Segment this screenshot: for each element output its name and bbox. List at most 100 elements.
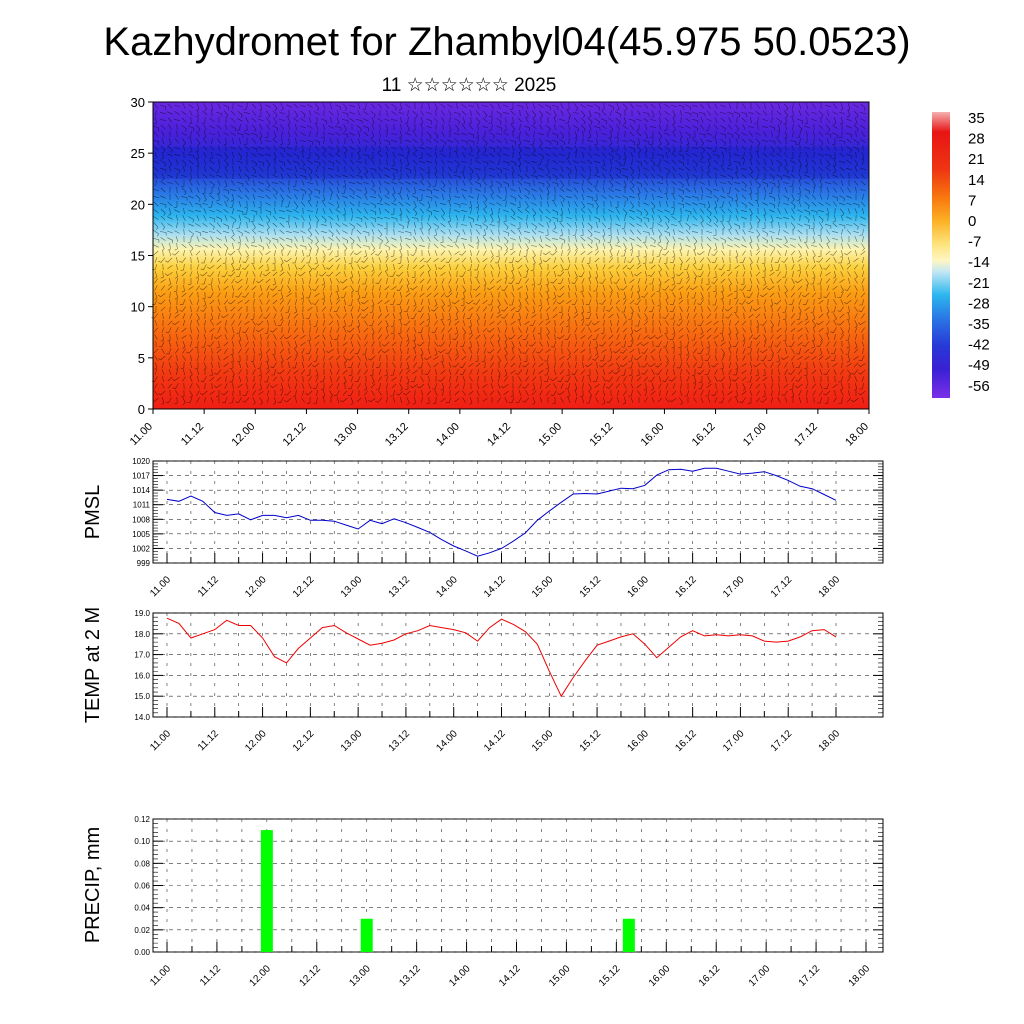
- pmsl-panel: 999 1002 1005 1008 1011 1014 1017 1020 11.00 11.1…: [82, 457, 884, 600]
- y-tick-label: 15: [131, 249, 145, 264]
- x-tick-label: 11.00: [148, 728, 173, 753]
- colorbar-label: -49: [968, 357, 990, 374]
- x-tick-label: 14.12: [485, 421, 513, 449]
- x-tick-label: 17.00: [747, 963, 773, 989]
- x-tick-label: 13.12: [387, 728, 413, 754]
- y-tick-label: 1017: [132, 472, 150, 481]
- y-tick-label: 18.0: [134, 630, 150, 639]
- x-tick-label: 17.12: [769, 728, 795, 754]
- plot-frame: [152, 460, 884, 564]
- x-tick-label: 13.00: [339, 574, 365, 600]
- x-tick-label: 17.12: [797, 963, 823, 989]
- x-tick-label: 15.00: [530, 728, 556, 754]
- y-tick-label: 20: [131, 197, 145, 212]
- x-tick-label: 16.12: [690, 421, 718, 449]
- x-tick-label: 12.00: [243, 574, 269, 600]
- y-tick-label: 1002: [132, 544, 150, 553]
- colorbar-label: -14: [968, 254, 990, 271]
- y-tick-label: 0.08: [134, 859, 150, 868]
- y-tick-label: 0.12: [134, 815, 150, 824]
- x-tick-label: 13.12: [397, 963, 423, 989]
- y-tick-label: 5: [138, 351, 145, 366]
- y-tick-label: 1011: [133, 501, 151, 510]
- x-tick-label: 12.12: [291, 574, 317, 600]
- chart-title: Kazhydromet for Zhambyl04(45.975 50.0523…: [103, 20, 910, 64]
- x-tick-label: 11.00: [148, 963, 173, 988]
- y-tick-label: 14.0: [134, 713, 150, 722]
- x-tick-label: 18.00: [817, 574, 843, 600]
- x-tick-label: 11.00: [148, 574, 173, 599]
- x-tick-label: 14.12: [482, 574, 508, 600]
- x-tick-label: 11.12: [198, 963, 223, 988]
- y-tick-label: 0: [138, 402, 145, 417]
- x-tick-label: 15.00: [530, 574, 556, 600]
- colorbar-scale: [932, 112, 950, 398]
- x-tick-label: 18.00: [817, 728, 843, 754]
- x-tick-label: 15.00: [536, 421, 564, 449]
- y-tick-label: 1014: [132, 486, 150, 495]
- series-line: [166, 467, 837, 557]
- y-tick-label: 1005: [132, 530, 150, 539]
- vertical-grid: [166, 613, 837, 717]
- x-tick-label: 15.12: [578, 574, 604, 600]
- x-tick-label: 17.00: [721, 574, 747, 600]
- x-tick-label: 15.12: [578, 728, 604, 754]
- colorbar-label: -42: [968, 337, 990, 354]
- x-tick-label: 16.12: [673, 728, 699, 754]
- y-tick-label: 10: [131, 300, 145, 315]
- x-tick-label: 18.00: [843, 421, 871, 449]
- precipitation-panel: 0.00 0.02 0.04 0.06 0.08 0.10 0.12 11.00 11.12 12…: [82, 815, 884, 989]
- colorbar-label: 14: [968, 172, 985, 189]
- y-tick-label: 0.10: [134, 837, 150, 846]
- x-tick-label: 11.12: [196, 728, 221, 753]
- x-tick-label: 13.12: [387, 574, 413, 600]
- x-tick-label: 17.12: [769, 574, 795, 600]
- y-tick-label: 1008: [132, 515, 150, 524]
- x-tick-label: 15.12: [597, 963, 623, 989]
- x-tick-label: 11.12: [179, 421, 206, 448]
- x-tick-label: 13.00: [332, 421, 360, 449]
- x-tick-label: 13.12: [383, 421, 411, 449]
- heatmap-jet-band: [153, 147, 869, 179]
- x-tick-label: 16.00: [626, 728, 652, 754]
- y-axis-label: TEMP at 2 M: [82, 607, 104, 723]
- x-tick-label: 12.12: [281, 421, 309, 449]
- series-line: [166, 617, 837, 698]
- y-tick-label: 15.0: [134, 692, 150, 701]
- temperature-panel: 14.0 15.0 16.0 17.0 18.0 19.0 11.00 11.12 12.00 1…: [82, 607, 884, 754]
- x-tick-label: 12.00: [243, 728, 269, 754]
- colorbar-label: -56: [968, 378, 990, 395]
- x-tick-label: 14.00: [434, 421, 462, 449]
- y-tick-label: 30: [131, 95, 145, 110]
- x-tick-label: 12.12: [291, 728, 317, 754]
- colorbar-label: 21: [968, 151, 985, 168]
- precip-bar: [360, 918, 373, 952]
- y-tick-label: 17.0: [134, 651, 150, 660]
- x-tick-label: 17.00: [741, 421, 769, 449]
- wind-barbs: [151, 102, 867, 406]
- x-tick-label: 14.00: [434, 728, 460, 754]
- plot-frame: [152, 612, 884, 718]
- cross-section-panel: 0 5 10 15 20 25 30 11.00 11.12 12.00 12.12 13.00 13.…: [128, 95, 871, 449]
- y-axis-label: PRECIP, mm: [82, 827, 104, 943]
- x-tick-label: 14.00: [447, 963, 473, 989]
- chart-subtitle: 11 ☆☆☆☆☆☆ 2025: [382, 75, 557, 96]
- x-tick-label: 15.12: [587, 421, 615, 449]
- x-tick-label: 11.00: [128, 421, 155, 448]
- colorbar-label: -28: [968, 295, 990, 312]
- precip-bar: [622, 918, 635, 952]
- x-tick-label: 16.00: [639, 421, 667, 449]
- colorbar-label: -35: [968, 316, 990, 333]
- y-tick-label: 0.00: [134, 948, 150, 957]
- colorbar: 35 28 21 14 7 0 -7 -14 -21 -28 -35 -42 -49 -56: [932, 110, 990, 398]
- x-tick-label: 16.12: [697, 963, 723, 989]
- heatmap-field: [153, 102, 869, 409]
- x-tick-label: 16.00: [647, 963, 673, 989]
- y-tick-label: 999: [137, 559, 151, 568]
- colorbar-label: -21: [968, 275, 990, 292]
- colorbar-label: 28: [968, 131, 985, 148]
- x-tick-label: 11.12: [196, 574, 221, 599]
- y-tick-label: 16.0: [134, 671, 150, 680]
- x-tick-label: 12.12: [297, 963, 323, 989]
